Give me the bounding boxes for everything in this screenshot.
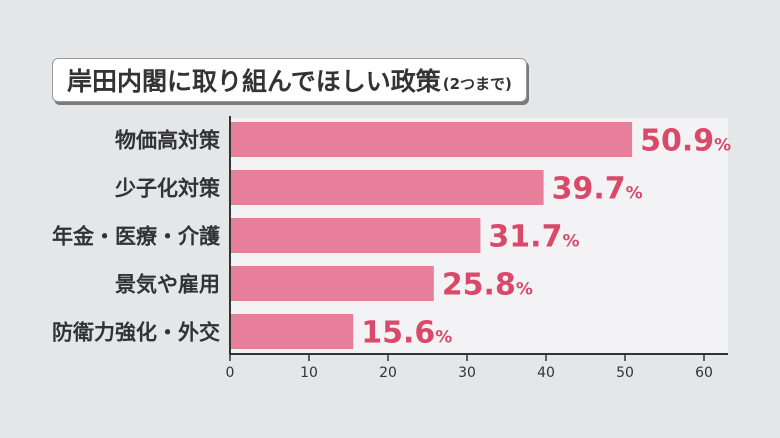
value-number-2: 39.7 bbox=[552, 172, 626, 207]
x-tick-label-50: 50 bbox=[616, 365, 634, 381]
chart-subtitle: (2つまで) bbox=[442, 74, 512, 93]
chart-title: 岸田内閣に取り組んでほしい政策 bbox=[67, 67, 441, 96]
value-unit-1: % bbox=[714, 136, 731, 156]
value-label-4: 25.8% bbox=[442, 268, 533, 303]
x-tick-label-40: 40 bbox=[537, 365, 555, 381]
value-label-5: 15.6% bbox=[361, 316, 452, 351]
bar-5 bbox=[230, 314, 354, 349]
x-tick-label-20: 20 bbox=[379, 365, 397, 381]
value-number-3: 31.7 bbox=[488, 220, 562, 255]
value-label-2: 39.7% bbox=[552, 172, 643, 207]
value-label-1: 50.9% bbox=[640, 124, 731, 159]
x-tick-label-60: 60 bbox=[695, 365, 713, 381]
value-unit-2: % bbox=[626, 184, 643, 204]
category-label-5: 防衛力強化・外交 bbox=[52, 321, 220, 345]
x-tick-label-30: 30 bbox=[458, 365, 476, 381]
value-number-4: 25.8 bbox=[442, 268, 516, 303]
chart-title-box: 岸田内閣に取り組んでほしい政策 (2つまで) bbox=[52, 58, 527, 102]
category-label-4: 景気や雇用 bbox=[115, 273, 220, 297]
bar-1 bbox=[230, 122, 633, 157]
bar-2 bbox=[230, 170, 544, 205]
value-unit-3: % bbox=[562, 232, 579, 252]
x-tick-label-10: 10 bbox=[300, 365, 318, 381]
value-unit-4: % bbox=[516, 280, 533, 300]
value-label-3: 31.7% bbox=[488, 220, 579, 255]
category-label-1: 物価高対策 bbox=[115, 129, 221, 153]
category-label-3: 年金・医療・介護 bbox=[52, 225, 221, 249]
category-label-2: 少子化対策 bbox=[114, 177, 221, 201]
x-tick-label-0: 0 bbox=[226, 365, 235, 381]
bar-3 bbox=[230, 218, 481, 253]
value-unit-5: % bbox=[435, 328, 452, 348]
value-number-1: 50.9 bbox=[640, 124, 714, 159]
value-number-5: 15.6 bbox=[361, 316, 435, 351]
bar-4 bbox=[230, 266, 434, 301]
